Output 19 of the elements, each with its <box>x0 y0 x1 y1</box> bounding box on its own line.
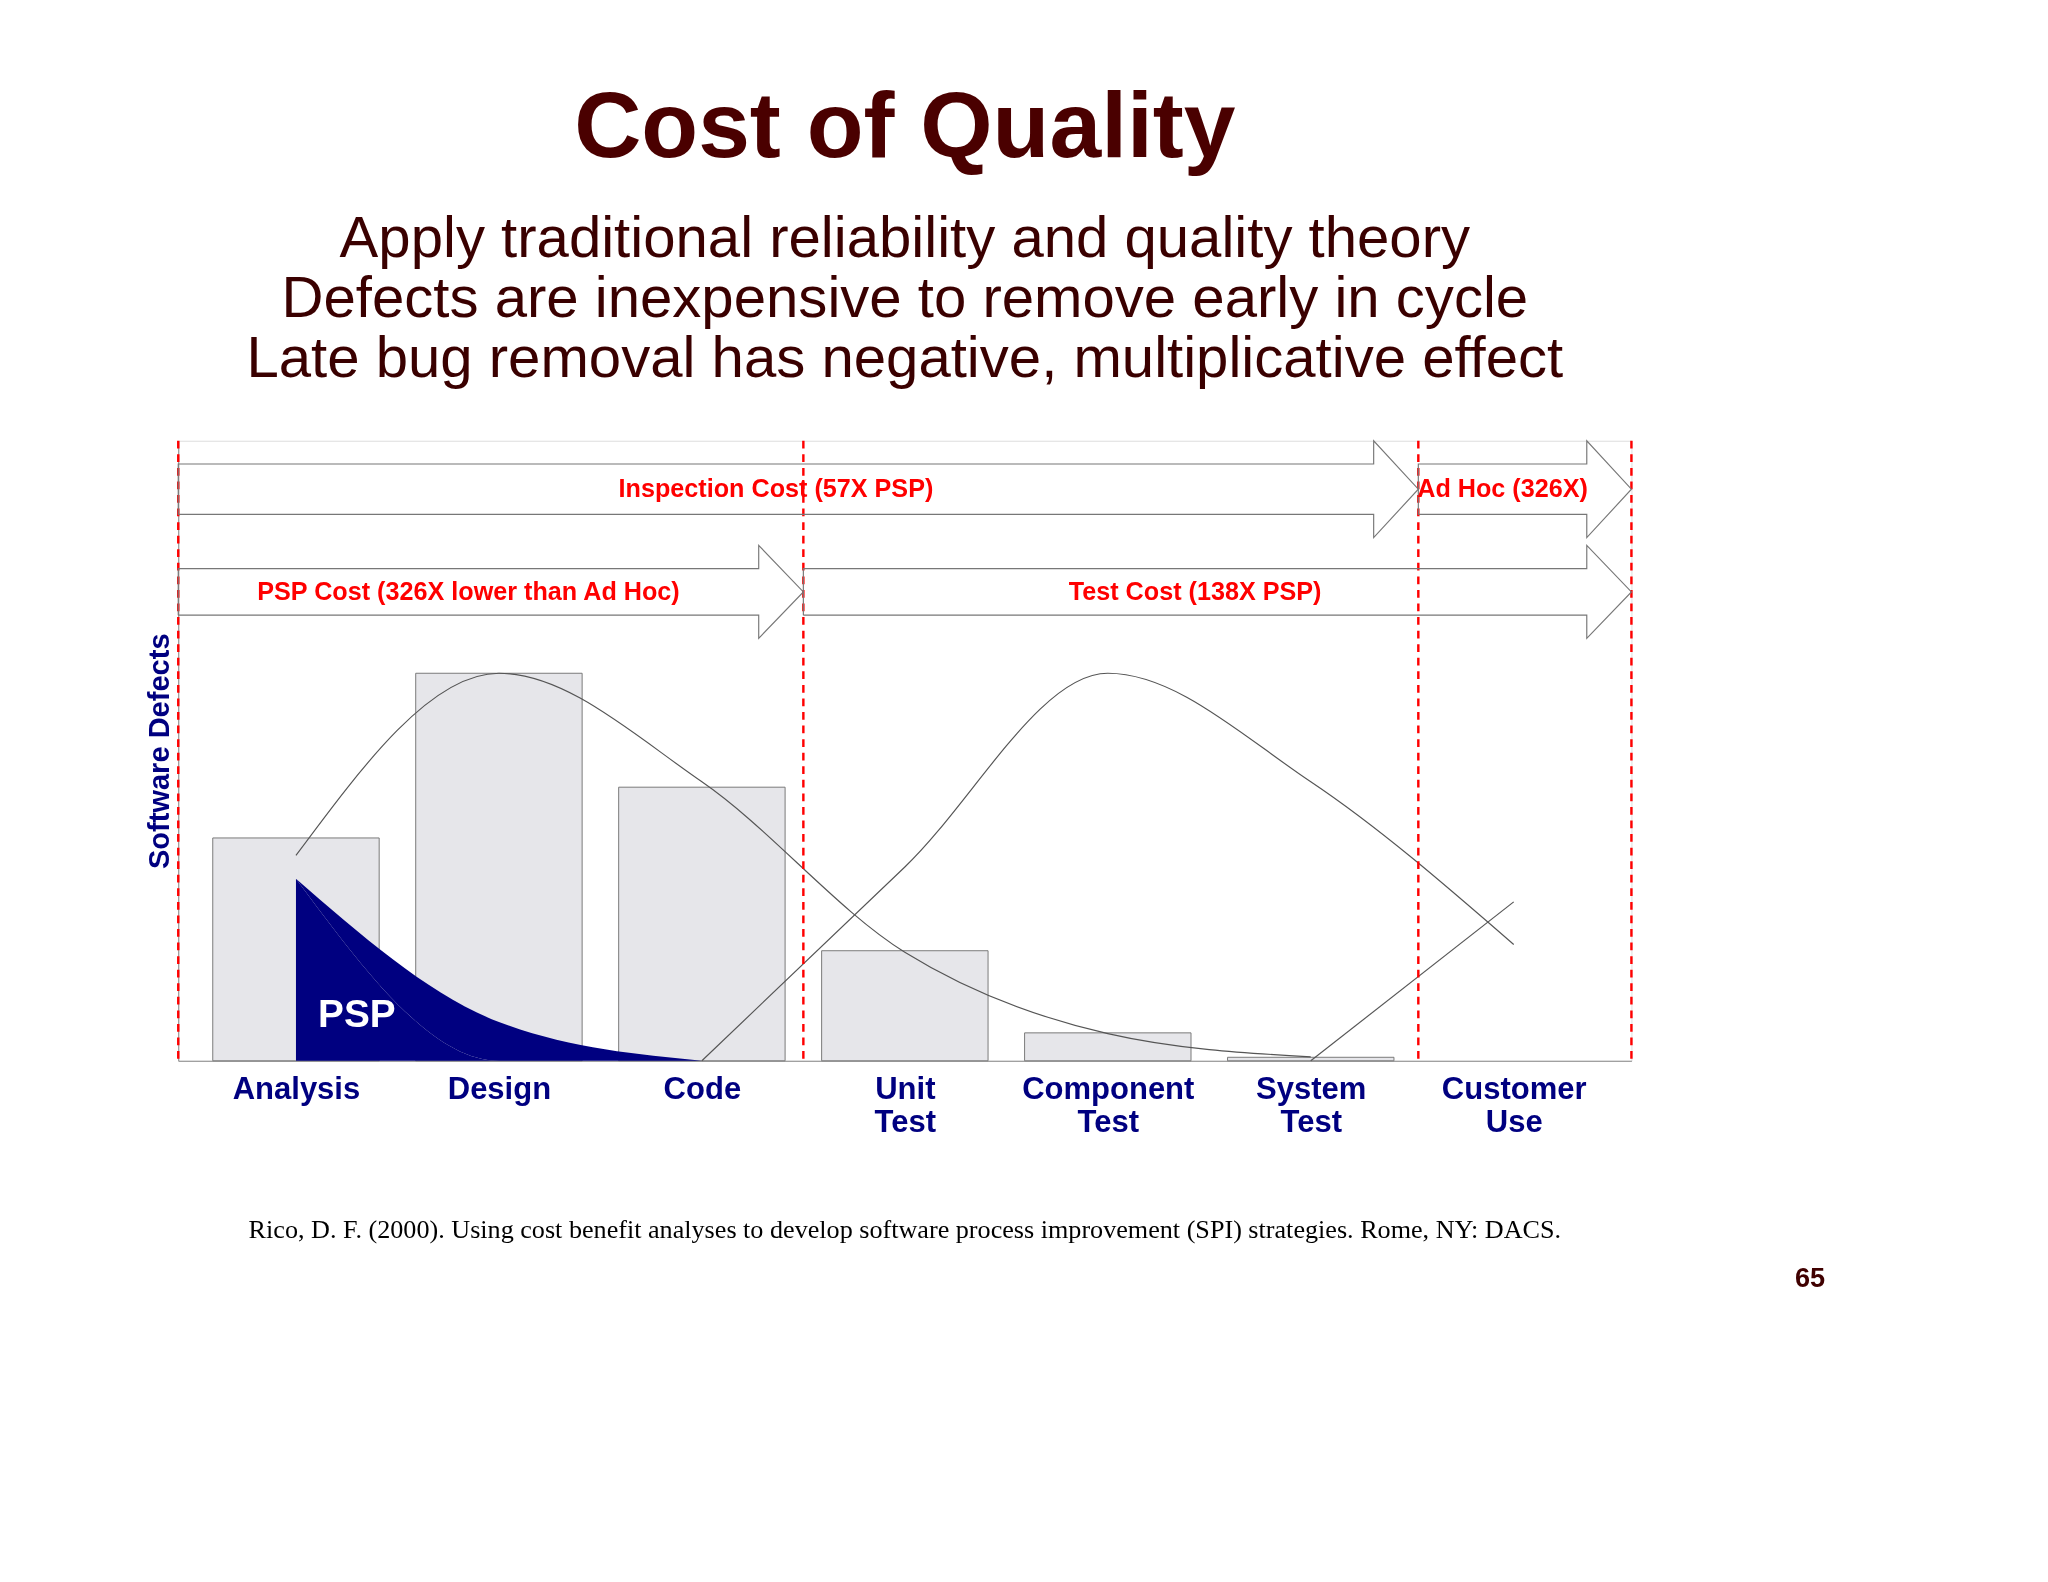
text: Ad Hoc (326X) <box>1417 473 1588 502</box>
x-tick-label: Component Test <box>1022 1071 1195 1139</box>
text: Test Cost (138X PSP) <box>1068 576 1322 605</box>
x-tick-label: Unit Test <box>874 1071 937 1139</box>
chart-title: Cost of Quality <box>574 73 1236 178</box>
y-axis-title: Software Defects <box>143 633 176 870</box>
text: PSP Cost (326X lower than Ad Hoc) <box>257 576 680 605</box>
bar <box>1024 1032 1192 1062</box>
x-tick-label: Code <box>663 1071 742 1107</box>
x-tick-label: Analysis <box>232 1071 361 1107</box>
text: Inspection Cost (57X PSP) <box>618 473 934 502</box>
x-tick-label: Customer Use <box>1441 1071 1587 1139</box>
text: Rico, D. F. (2000). Using cost benefit analyses to develop software process improvement (SPI) strategies. Rome, NY: DACS. <box>248 1215 1562 1245</box>
x-tick-label: System Test <box>1256 1071 1367 1139</box>
series-label: PSP <box>318 991 396 1035</box>
x-tick-label: Design <box>447 1071 552 1107</box>
bar <box>821 950 989 1062</box>
bar <box>618 786 786 1062</box>
text: 65 <box>1795 1261 1826 1293</box>
